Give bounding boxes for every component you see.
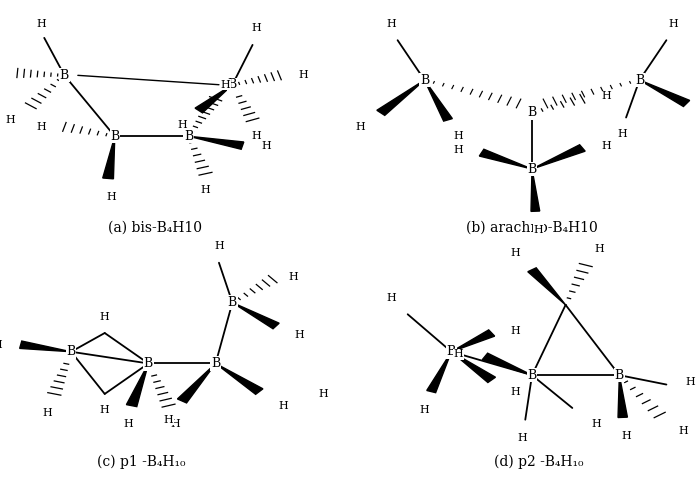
Polygon shape xyxy=(177,364,216,403)
Text: H: H xyxy=(164,415,174,425)
Text: H: H xyxy=(678,427,688,436)
Polygon shape xyxy=(532,145,585,169)
Text: H: H xyxy=(510,325,520,336)
Text: H: H xyxy=(318,389,328,399)
Text: H: H xyxy=(177,120,187,129)
Polygon shape xyxy=(377,80,424,115)
Text: H: H xyxy=(170,419,180,429)
Text: H: H xyxy=(220,80,230,90)
Text: H: H xyxy=(36,19,46,29)
Text: H: H xyxy=(601,91,611,102)
Text: B: B xyxy=(184,130,193,143)
Text: B: B xyxy=(615,368,624,382)
Text: H: H xyxy=(6,115,15,125)
Text: B: B xyxy=(527,106,537,120)
Text: H: H xyxy=(517,433,527,444)
Polygon shape xyxy=(528,268,566,305)
Polygon shape xyxy=(618,375,627,418)
Text: H: H xyxy=(591,419,601,429)
Text: B: B xyxy=(527,368,537,382)
Text: H: H xyxy=(594,244,604,254)
Text: H: H xyxy=(298,70,308,81)
Text: B: B xyxy=(228,296,237,309)
Text: H: H xyxy=(201,185,211,195)
Text: H: H xyxy=(668,19,678,29)
Text: B: B xyxy=(211,357,220,370)
Text: H: H xyxy=(36,122,46,132)
Polygon shape xyxy=(103,136,115,179)
Polygon shape xyxy=(20,341,71,352)
Text: H: H xyxy=(419,406,429,415)
Polygon shape xyxy=(127,364,148,407)
Text: H: H xyxy=(534,225,544,235)
Text: H: H xyxy=(214,242,224,251)
Text: H: H xyxy=(100,312,110,322)
Text: B: B xyxy=(144,357,153,370)
Text: (d) p2 -B₄H₁₀: (d) p2 -B₄H₁₀ xyxy=(494,454,584,469)
Text: B: B xyxy=(635,74,644,86)
Text: B: B xyxy=(420,74,429,86)
Text: H: H xyxy=(43,407,52,418)
Polygon shape xyxy=(452,352,496,383)
Text: H: H xyxy=(386,19,396,29)
Polygon shape xyxy=(480,149,532,169)
Polygon shape xyxy=(482,353,532,375)
Text: H: H xyxy=(618,129,628,139)
Polygon shape xyxy=(232,303,279,329)
Text: (b) arachno-B₄H10: (b) arachno-B₄H10 xyxy=(466,221,598,235)
Text: H: H xyxy=(106,192,116,202)
Polygon shape xyxy=(216,364,263,394)
Polygon shape xyxy=(195,85,232,113)
Text: H: H xyxy=(251,23,261,34)
Text: H: H xyxy=(621,431,631,441)
Text: (a) bis-B₄H10: (a) bis-B₄H10 xyxy=(108,221,202,235)
Polygon shape xyxy=(424,80,452,121)
Text: H: H xyxy=(453,145,463,155)
Text: H: H xyxy=(251,131,261,141)
Text: B: B xyxy=(527,163,537,176)
Text: H: H xyxy=(0,340,2,350)
Polygon shape xyxy=(452,330,495,352)
Text: H: H xyxy=(295,330,304,340)
Text: H: H xyxy=(261,141,271,151)
Polygon shape xyxy=(189,136,244,149)
Text: H: H xyxy=(356,122,365,132)
Text: H: H xyxy=(278,401,288,410)
Text: B: B xyxy=(447,345,456,358)
Text: H: H xyxy=(601,141,611,151)
Polygon shape xyxy=(640,80,690,106)
Text: H: H xyxy=(100,406,110,415)
Polygon shape xyxy=(531,169,540,211)
Text: B: B xyxy=(66,345,76,358)
Text: (c) p1 -B₄H₁₀: (c) p1 -B₄H₁₀ xyxy=(97,454,186,469)
Text: H: H xyxy=(453,131,463,141)
Text: H: H xyxy=(510,386,520,397)
Text: H: H xyxy=(685,377,695,387)
Text: H: H xyxy=(510,248,520,258)
Text: H: H xyxy=(386,293,396,303)
Text: H: H xyxy=(288,272,298,282)
Text: B: B xyxy=(110,130,120,143)
Polygon shape xyxy=(427,352,452,393)
Text: H: H xyxy=(123,419,133,429)
Text: B: B xyxy=(228,78,237,91)
Text: B: B xyxy=(60,69,69,82)
Text: H: H xyxy=(453,349,463,359)
